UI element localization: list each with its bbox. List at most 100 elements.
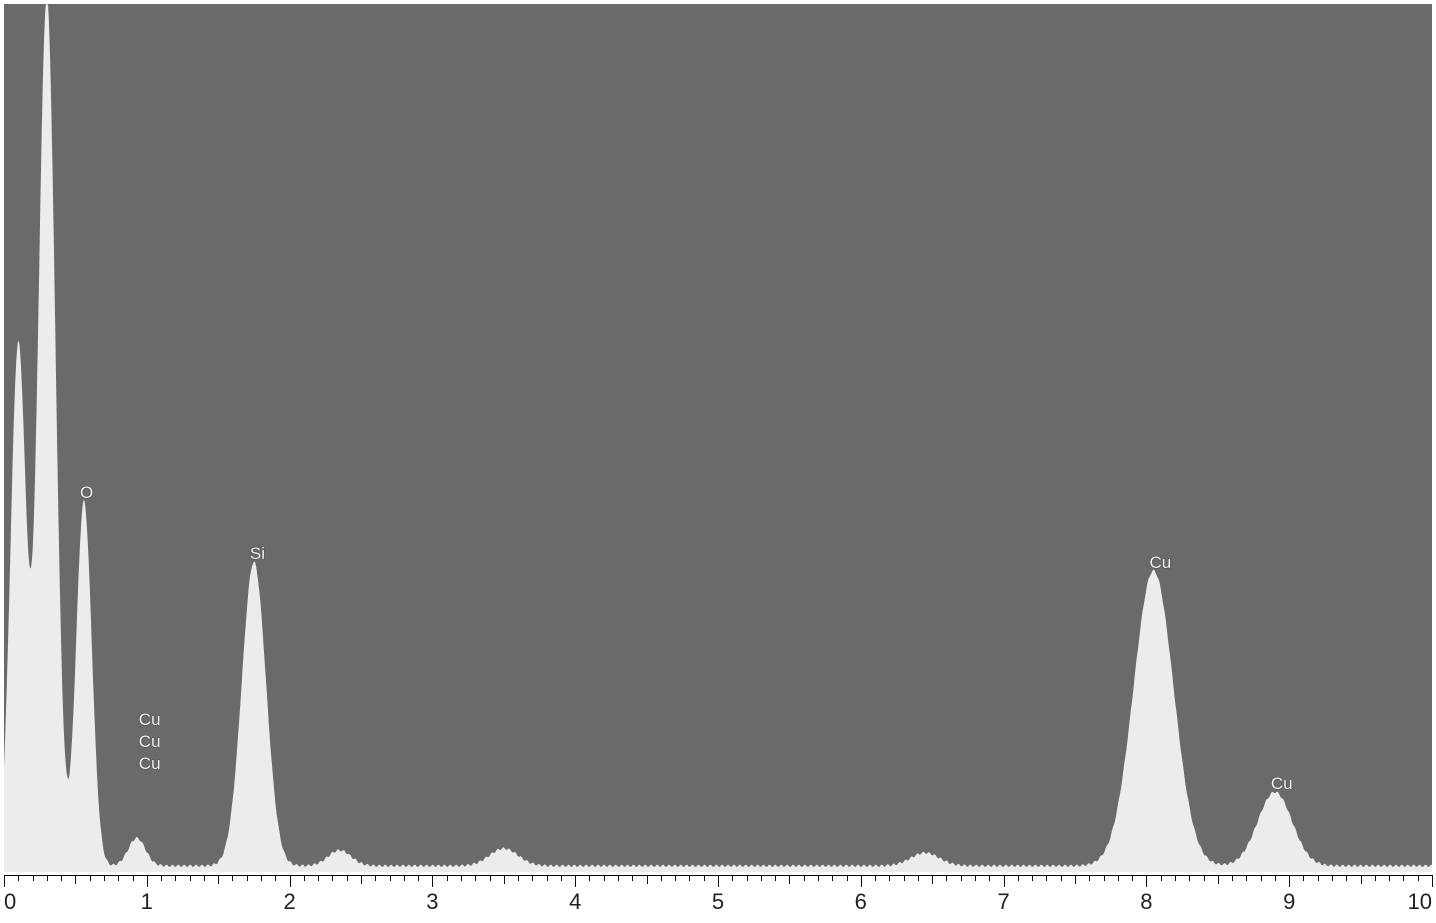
tick-major	[4, 875, 5, 887]
tick-minor	[1303, 875, 1304, 881]
tick-minor	[518, 875, 519, 881]
tick-minor	[818, 875, 819, 881]
peak-label: O	[80, 483, 93, 503]
tick-minor	[361, 875, 362, 884]
tick-minor	[490, 875, 491, 881]
tick-minor	[61, 875, 62, 881]
tick-minor	[1118, 875, 1119, 881]
peak-label: Si	[250, 544, 265, 564]
tick-major	[718, 875, 719, 887]
tick-minor	[218, 875, 219, 884]
tick-minor	[532, 875, 533, 881]
tick-label: 0	[4, 889, 16, 915]
tick-minor	[904, 875, 905, 881]
tick-label: 7	[997, 889, 1009, 915]
tick-minor	[332, 875, 333, 881]
tick-minor	[847, 875, 848, 881]
tick-label: 1	[141, 889, 153, 915]
tick-minor	[789, 875, 790, 884]
tick-minor	[747, 875, 748, 881]
tick-minor	[1175, 875, 1176, 881]
tick-label: 10	[1408, 889, 1432, 915]
tick-minor	[261, 875, 262, 881]
tick-minor	[1318, 875, 1319, 881]
tick-minor	[975, 875, 976, 881]
tick-minor	[33, 875, 34, 881]
tick-minor	[661, 875, 662, 881]
tick-label: 5	[712, 889, 724, 915]
tick-minor	[504, 875, 505, 884]
tick-minor	[804, 875, 805, 881]
tick-minor	[247, 875, 248, 881]
tick-label: 2	[283, 889, 295, 915]
x-axis-ticks: 0 1 2 3 4 5 6 7 8 9 10	[4, 875, 1432, 923]
tick-label: 8	[1140, 889, 1152, 915]
tick-minor	[946, 875, 947, 881]
peak-label: Cu	[139, 754, 161, 774]
tick-minor	[461, 875, 462, 881]
tick-major	[1289, 875, 1290, 887]
tick-major	[147, 875, 148, 887]
tick-minor	[1275, 875, 1276, 881]
tick-minor	[18, 875, 19, 881]
tick-minor	[1375, 875, 1376, 881]
tick-minor	[704, 875, 705, 881]
peak-label: Cu	[1150, 553, 1172, 573]
tick-minor	[375, 875, 376, 881]
tick-minor	[90, 875, 91, 881]
tick-minor	[1261, 875, 1262, 881]
tick-minor	[689, 875, 690, 881]
tick-minor	[1161, 875, 1162, 881]
tick-label: 4	[569, 889, 581, 915]
tick-minor	[161, 875, 162, 881]
spectrum-path	[4, 4, 1432, 872]
tick-major	[861, 875, 862, 887]
tick-minor	[589, 875, 590, 881]
tick-minor	[104, 875, 105, 881]
tick-minor	[675, 875, 676, 881]
peak-label: Cu	[139, 732, 161, 752]
tick-minor	[118, 875, 119, 881]
tick-minor	[475, 875, 476, 881]
tick-minor	[1075, 875, 1076, 884]
tick-major	[1432, 875, 1433, 887]
tick-minor	[918, 875, 919, 881]
tick-minor	[1232, 875, 1233, 881]
tick-minor	[75, 875, 76, 884]
tick-minor	[1418, 875, 1419, 881]
tick-minor	[1104, 875, 1105, 881]
peak-label: Cu	[139, 710, 161, 730]
tick-minor	[390, 875, 391, 881]
tick-label: 3	[426, 889, 438, 915]
tick-minor	[1061, 875, 1062, 881]
tick-minor	[204, 875, 205, 881]
plot-area: OCuCuCuSiCuCu	[4, 4, 1432, 872]
tick-minor	[889, 875, 890, 881]
tick-minor	[1246, 875, 1247, 881]
tick-major	[1004, 875, 1005, 887]
tick-minor	[561, 875, 562, 881]
tick-major	[290, 875, 291, 887]
tick-minor	[347, 875, 348, 881]
tick-minor	[932, 875, 933, 884]
tick-minor	[418, 875, 419, 881]
tick-minor	[1046, 875, 1047, 881]
tick-label: 9	[1283, 889, 1295, 915]
tick-minor	[1018, 875, 1019, 881]
tick-minor	[761, 875, 762, 881]
tick-minor	[775, 875, 776, 881]
tick-minor	[1189, 875, 1190, 881]
spectrum-fill	[4, 4, 1432, 872]
tick-minor	[632, 875, 633, 881]
tick-minor	[1089, 875, 1090, 881]
tick-minor	[989, 875, 990, 881]
tick-minor	[1332, 875, 1333, 881]
tick-label: 6	[855, 889, 867, 915]
tick-minor	[447, 875, 448, 881]
tick-minor	[190, 875, 191, 881]
tick-major	[432, 875, 433, 887]
tick-major	[575, 875, 576, 887]
tick-minor	[604, 875, 605, 881]
tick-minor	[133, 875, 134, 881]
tick-minor	[1361, 875, 1362, 884]
